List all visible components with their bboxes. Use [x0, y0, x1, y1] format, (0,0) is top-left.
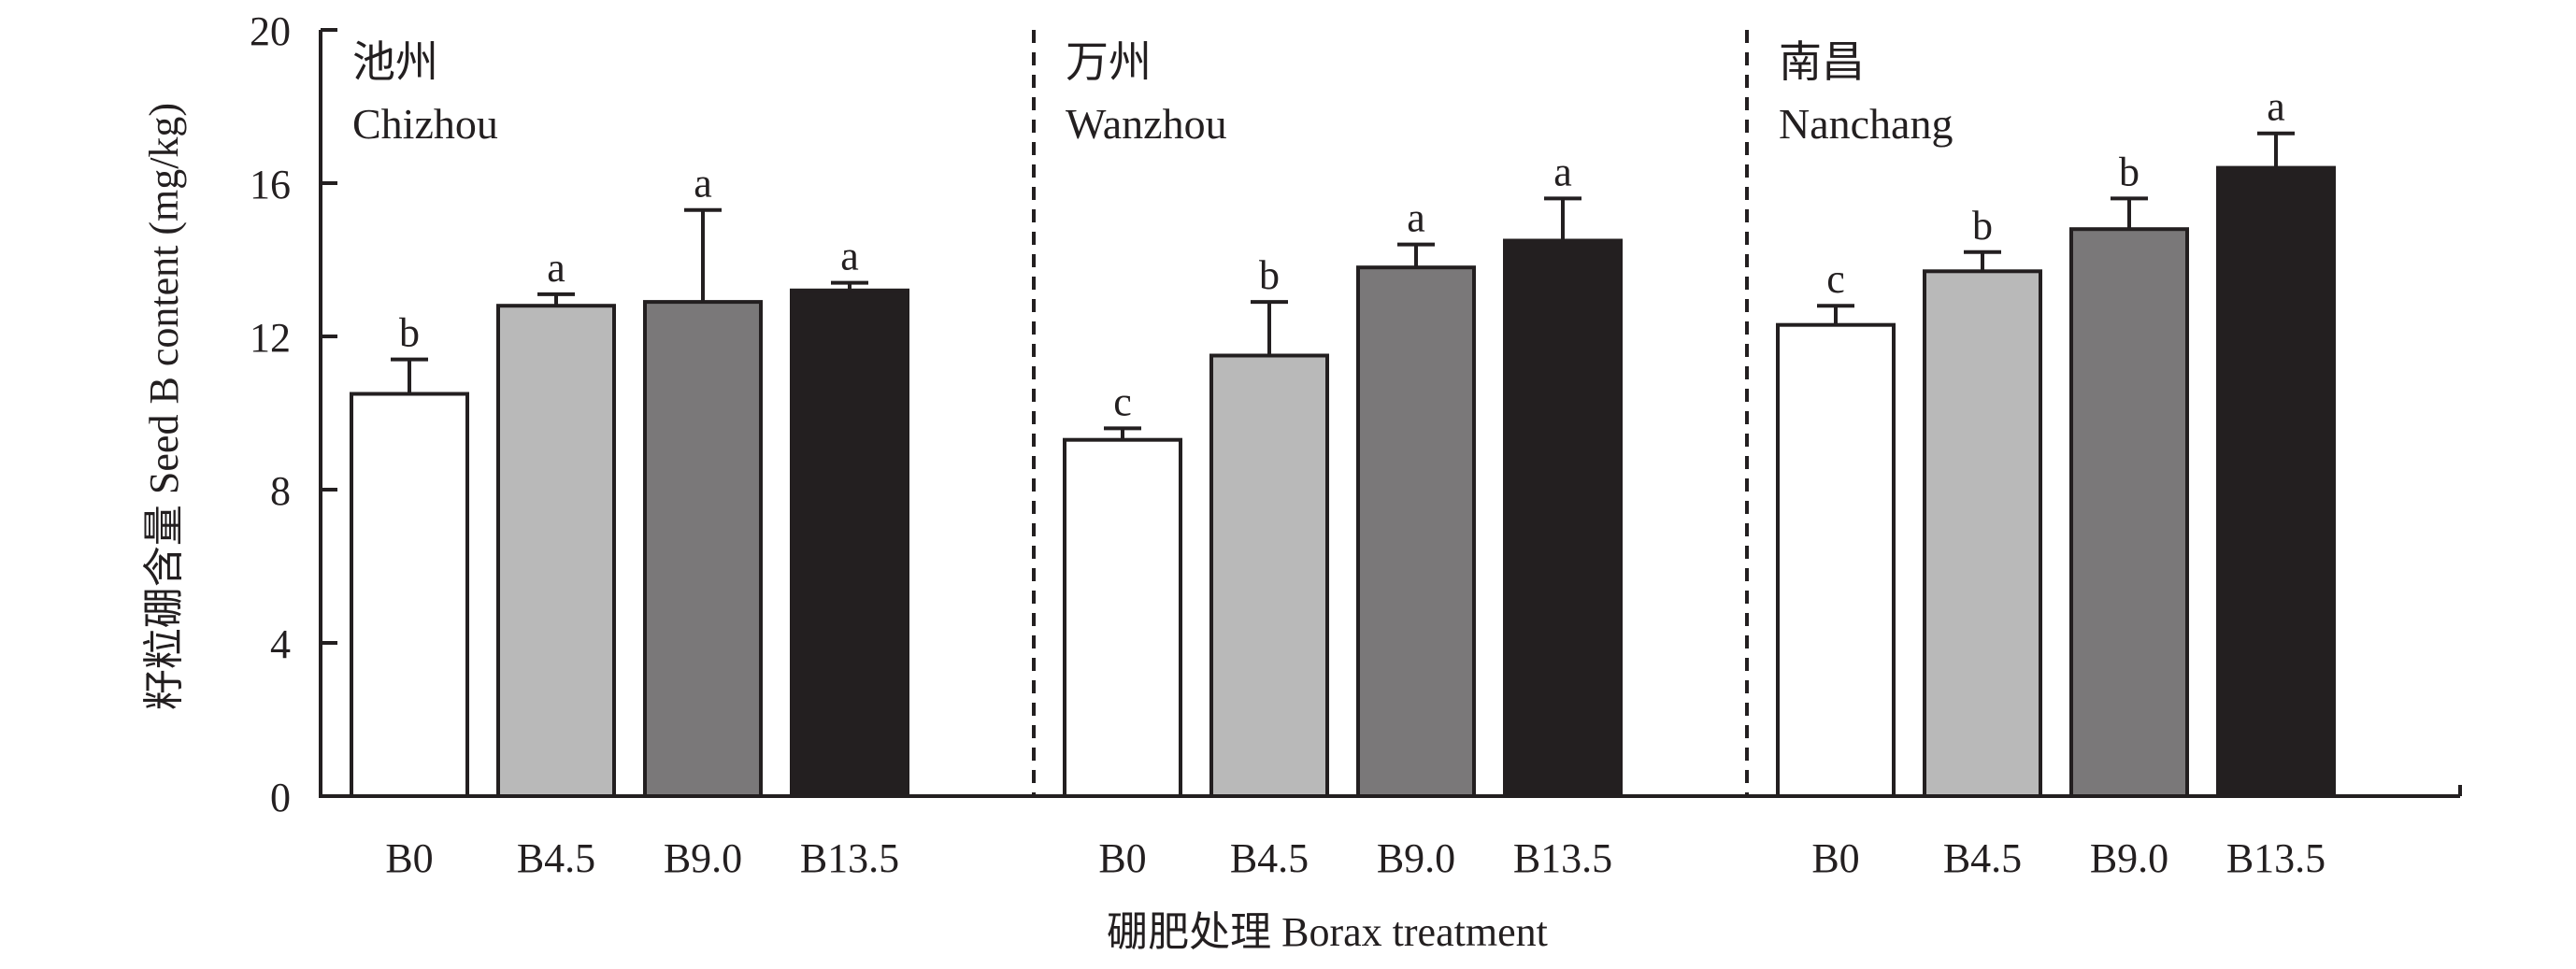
- x-tick-label: B0: [1098, 835, 1146, 881]
- panel-nanchang: 南昌 Nanchang c B0 b B4.5 b B9.0 a B13.5: [1745, 30, 2336, 881]
- significance-letter: b: [2119, 149, 2140, 194]
- panel-title-cn: 南昌: [1779, 38, 1865, 86]
- bar-b0: [1776, 322, 1896, 798]
- significance-letter: a: [694, 161, 712, 207]
- y-axis-label: 籽粒硼含量 Seed B content (mg/kg): [141, 103, 187, 710]
- x-axis-label: 硼肥处理 Borax treatment: [1107, 909, 1548, 955]
- panel-wanzhou: 万州 Wanzhou c B0 b B4.5 a B9.0 a B13.5: [1032, 30, 1623, 881]
- y-tick-label: 20: [250, 8, 291, 54]
- bar-b9-0: [2069, 227, 2189, 798]
- x-tick-label: B13.5: [1513, 835, 1612, 881]
- significance-letter: c: [1113, 378, 1132, 424]
- significance-letter: b: [1259, 252, 1280, 298]
- panel-chizhou: 池州 Chizhou b B0 a B4.5 a B9.0 a B13.5: [350, 38, 909, 881]
- y-tick-label: 8: [270, 468, 291, 514]
- bar-b4-5: [1209, 353, 1329, 798]
- bar-b4-5: [1923, 269, 2042, 798]
- panel-title-cn: 万州: [1066, 38, 1152, 86]
- bar-b13-5: [790, 288, 909, 798]
- x-tick-label: B4.5: [517, 835, 595, 881]
- x-tick-label: B4.5: [1943, 835, 2022, 881]
- x-tick-label: B13.5: [2226, 835, 2326, 881]
- y-tick-label: 12: [250, 315, 291, 361]
- x-tick-label: B4.5: [1230, 835, 1309, 881]
- x-tick-label: B0: [1811, 835, 1859, 881]
- x-tick-label: B9.0: [664, 835, 742, 881]
- bar-b4-5: [496, 304, 616, 798]
- y-tick-label: 16: [250, 162, 291, 207]
- x-tick-label: B9.0: [2090, 835, 2168, 881]
- x-tick-label: B9.0: [1377, 835, 1455, 881]
- x-tick-label: B0: [385, 835, 433, 881]
- bar-b9-0: [1356, 265, 1476, 798]
- significance-letter: a: [547, 245, 565, 291]
- bar-b9-0: [643, 300, 763, 799]
- significance-letter: b: [1972, 203, 1993, 249]
- bar-b13-5: [2216, 165, 2336, 799]
- panel-title-en: Chizhou: [352, 100, 498, 148]
- bar-b0: [350, 392, 469, 798]
- y-tick-label: 4: [270, 621, 291, 667]
- bar-b0: [1063, 437, 1182, 798]
- panels: 池州 Chizhou b B0 a B4.5 a B9.0 a B13.5 万州 Wanzhou c B0…: [350, 30, 2336, 881]
- x-tick-label: B13.5: [800, 835, 899, 881]
- significance-letter: b: [399, 310, 420, 356]
- significance-letter: a: [2267, 84, 2285, 130]
- significance-letter: a: [1407, 195, 1425, 241]
- y-tick-label: 0: [270, 775, 291, 820]
- significance-letter: a: [1553, 149, 1572, 194]
- panel-title-en: Wanzhou: [1066, 100, 1227, 148]
- significance-letter: a: [840, 234, 859, 279]
- significance-letter: c: [1826, 256, 1845, 302]
- bar-b13-5: [1503, 238, 1623, 798]
- panel-title-en: Nanchang: [1779, 100, 1953, 148]
- panel-title-cn: 池州: [352, 38, 438, 86]
